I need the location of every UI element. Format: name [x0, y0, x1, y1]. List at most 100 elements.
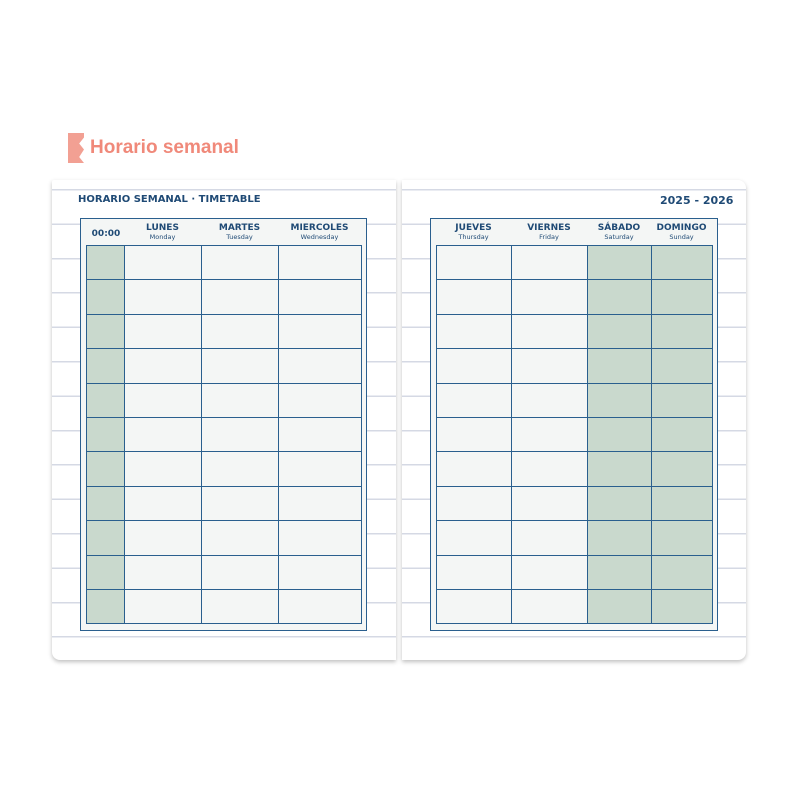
- schedule-cell[interactable]: [587, 382, 652, 418]
- schedule-cell[interactable]: [278, 313, 362, 350]
- schedule-cell[interactable]: [436, 589, 512, 625]
- schedule-cell[interactable]: [201, 485, 279, 522]
- schedule-cell[interactable]: [511, 348, 588, 384]
- schedule-cell[interactable]: [587, 417, 652, 453]
- schedule-cell[interactable]: [124, 520, 202, 556]
- schedule-cell[interactable]: [278, 245, 362, 281]
- timetable-heading: HORARIO SEMANAL · TIMETABLE: [78, 194, 261, 205]
- day-name: MIERCOLES: [290, 223, 349, 233]
- day-header: MARTES Tuesday: [201, 223, 278, 241]
- schedule-cell[interactable]: [278, 554, 362, 590]
- schedule-cell[interactable]: [436, 554, 512, 590]
- day-header: SÁBADO Saturday: [587, 223, 651, 241]
- schedule-cell[interactable]: [651, 348, 713, 384]
- time-slot-cell[interactable]: [86, 451, 125, 487]
- schedule-cell[interactable]: [278, 279, 362, 315]
- schedule-cell[interactable]: [511, 279, 588, 315]
- schedule-cell[interactable]: [587, 348, 652, 384]
- schedule-cell[interactable]: [651, 485, 713, 522]
- schedule-cell[interactable]: [511, 589, 588, 625]
- schedule-cell[interactable]: [278, 417, 362, 453]
- schedule-cell[interactable]: [201, 382, 279, 418]
- schedule-cell[interactable]: [436, 520, 512, 556]
- schedule-cell[interactable]: [651, 451, 713, 487]
- timetable-left: 00:00 LUNES Monday MARTES Tuesday MIERCOLES W…: [80, 218, 367, 631]
- schedule-cell[interactable]: [201, 554, 279, 590]
- schedule-cell[interactable]: [436, 313, 512, 350]
- schedule-cell[interactable]: [436, 348, 512, 384]
- day-name: JUEVES: [455, 223, 492, 233]
- day-name: SÁBADO: [597, 223, 641, 233]
- time-slot-cell[interactable]: [86, 245, 125, 281]
- time-slot-cell[interactable]: [86, 279, 125, 315]
- schedule-cell[interactable]: [587, 485, 652, 522]
- schedule-cell[interactable]: [124, 382, 202, 418]
- time-slot-cell[interactable]: [86, 382, 125, 418]
- schedule-cell[interactable]: [651, 313, 713, 350]
- day-name-english: Sunday: [669, 233, 694, 241]
- schedule-cell[interactable]: [511, 451, 588, 487]
- day-header: JUEVES Thursday: [436, 223, 511, 241]
- schedule-cell[interactable]: [651, 279, 713, 315]
- time-slot-cell[interactable]: [86, 485, 125, 522]
- schedule-cell[interactable]: [436, 417, 512, 453]
- time-slot-cell[interactable]: [86, 417, 125, 453]
- day-name-english: Thursday: [458, 233, 489, 241]
- schedule-cell[interactable]: [278, 520, 362, 556]
- schedule-cell[interactable]: [124, 279, 202, 315]
- schedule-cell[interactable]: [651, 554, 713, 590]
- time-slot-cell[interactable]: [86, 348, 125, 384]
- schedule-cell[interactable]: [124, 348, 202, 384]
- schedule-cell[interactable]: [587, 279, 652, 315]
- time-slot-cell[interactable]: [86, 520, 125, 556]
- schedule-cell[interactable]: [278, 348, 362, 384]
- schedule-cell[interactable]: [511, 245, 588, 281]
- schedule-cell[interactable]: [124, 485, 202, 522]
- schedule-cell[interactable]: [124, 417, 202, 453]
- schedule-cell[interactable]: [511, 382, 588, 418]
- schedule-cell[interactable]: [436, 485, 512, 522]
- schedule-cell[interactable]: [511, 417, 588, 453]
- schedule-cell[interactable]: [278, 589, 362, 625]
- schedule-cell[interactable]: [511, 313, 588, 350]
- schedule-cell[interactable]: [651, 382, 713, 418]
- day-header: VIERNES Friday: [511, 223, 587, 241]
- schedule-cell[interactable]: [201, 245, 279, 281]
- schedule-cell[interactable]: [278, 451, 362, 487]
- schedule-cell[interactable]: [436, 382, 512, 418]
- schedule-cell[interactable]: [124, 313, 202, 350]
- schedule-cell[interactable]: [201, 279, 279, 315]
- schedule-cell[interactable]: [651, 589, 713, 625]
- schedule-cell[interactable]: [278, 485, 362, 522]
- schedule-cell[interactable]: [587, 554, 652, 590]
- schedule-cell[interactable]: [278, 382, 362, 418]
- schedule-cell[interactable]: [436, 245, 512, 281]
- schedule-cell[interactable]: [511, 554, 588, 590]
- schedule-cell[interactable]: [201, 589, 279, 625]
- schedule-cell[interactable]: [124, 589, 202, 625]
- schedule-cell[interactable]: [436, 451, 512, 487]
- schedule-cell[interactable]: [201, 417, 279, 453]
- schedule-cell[interactable]: [587, 245, 652, 281]
- schedule-cell[interactable]: [587, 313, 652, 350]
- time-slot-cell[interactable]: [86, 589, 125, 625]
- schedule-cell[interactable]: [587, 589, 652, 625]
- schedule-cell[interactable]: [651, 245, 713, 281]
- schedule-cell[interactable]: [124, 554, 202, 590]
- day-name: DOMINGO: [656, 223, 707, 233]
- schedule-cell[interactable]: [587, 451, 652, 487]
- schedule-cell[interactable]: [436, 279, 512, 315]
- schedule-cell[interactable]: [587, 520, 652, 556]
- schedule-cell[interactable]: [511, 485, 588, 522]
- schedule-cell[interactable]: [201, 313, 279, 350]
- schedule-cell[interactable]: [124, 451, 202, 487]
- time-slot-cell[interactable]: [86, 313, 125, 350]
- schedule-cell[interactable]: [201, 451, 279, 487]
- schedule-cell[interactable]: [124, 245, 202, 281]
- schedule-cell[interactable]: [651, 417, 713, 453]
- schedule-cell[interactable]: [201, 348, 279, 384]
- schedule-cell[interactable]: [511, 520, 588, 556]
- time-slot-cell[interactable]: [86, 554, 125, 590]
- schedule-cell[interactable]: [651, 520, 713, 556]
- schedule-cell[interactable]: [201, 520, 279, 556]
